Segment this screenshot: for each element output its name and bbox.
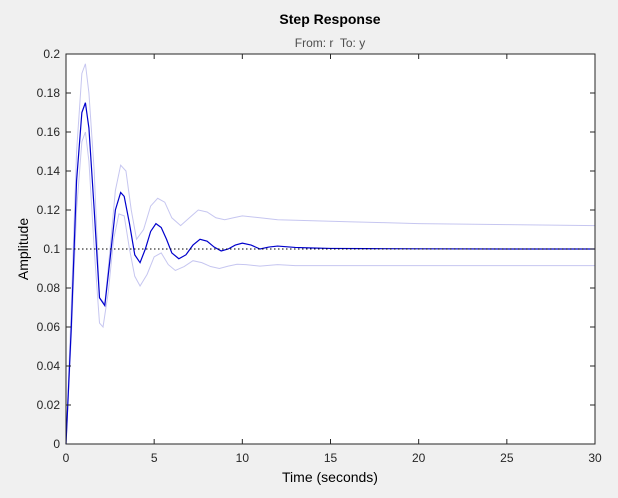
y-tick-label: 0.18 [37,86,61,100]
y-tick-label: 0.2 [43,47,60,61]
series-layer [65,63,596,445]
uncertainty-bound-line-2 [65,131,595,445]
uncertainty-bound-line-1 [65,63,596,445]
x-ticks: 0 5 10 15 20 25 30 [63,54,602,465]
x-tick-label: 25 [500,451,514,465]
x-tick-label: 15 [324,451,338,465]
x-tick-label: 0 [63,451,70,465]
y-tick-label: 0.04 [37,359,61,373]
y-tick-label: 0.06 [37,320,61,334]
y-tick-label: 0.14 [37,164,61,178]
y-tick-label: 0.08 [37,281,61,295]
chart-subtitle: From: r To: y [295,36,365,50]
y-tick-label: 0.1 [43,242,60,256]
x-axis-label: Time (seconds) [282,469,378,485]
x-tick-label: 5 [151,451,158,465]
y-tick-label: 0.02 [37,398,61,412]
chart-title: Step Response [279,11,380,27]
y-tick-label: 0 [53,437,60,451]
y-ticks: 0 0.02 0.04 0.06 0.08 0.1 0.12 0.14 0.16 0.18 0.2 [37,47,595,451]
x-tick-label: 10 [236,451,250,465]
y-tick-label: 0.12 [37,203,61,217]
response-line [65,102,595,445]
y-axis-label: Amplitude [15,218,31,280]
x-tick-label: 20 [412,451,426,465]
x-tick-label: 30 [588,451,602,465]
y-tick-label: 0.16 [37,125,61,139]
